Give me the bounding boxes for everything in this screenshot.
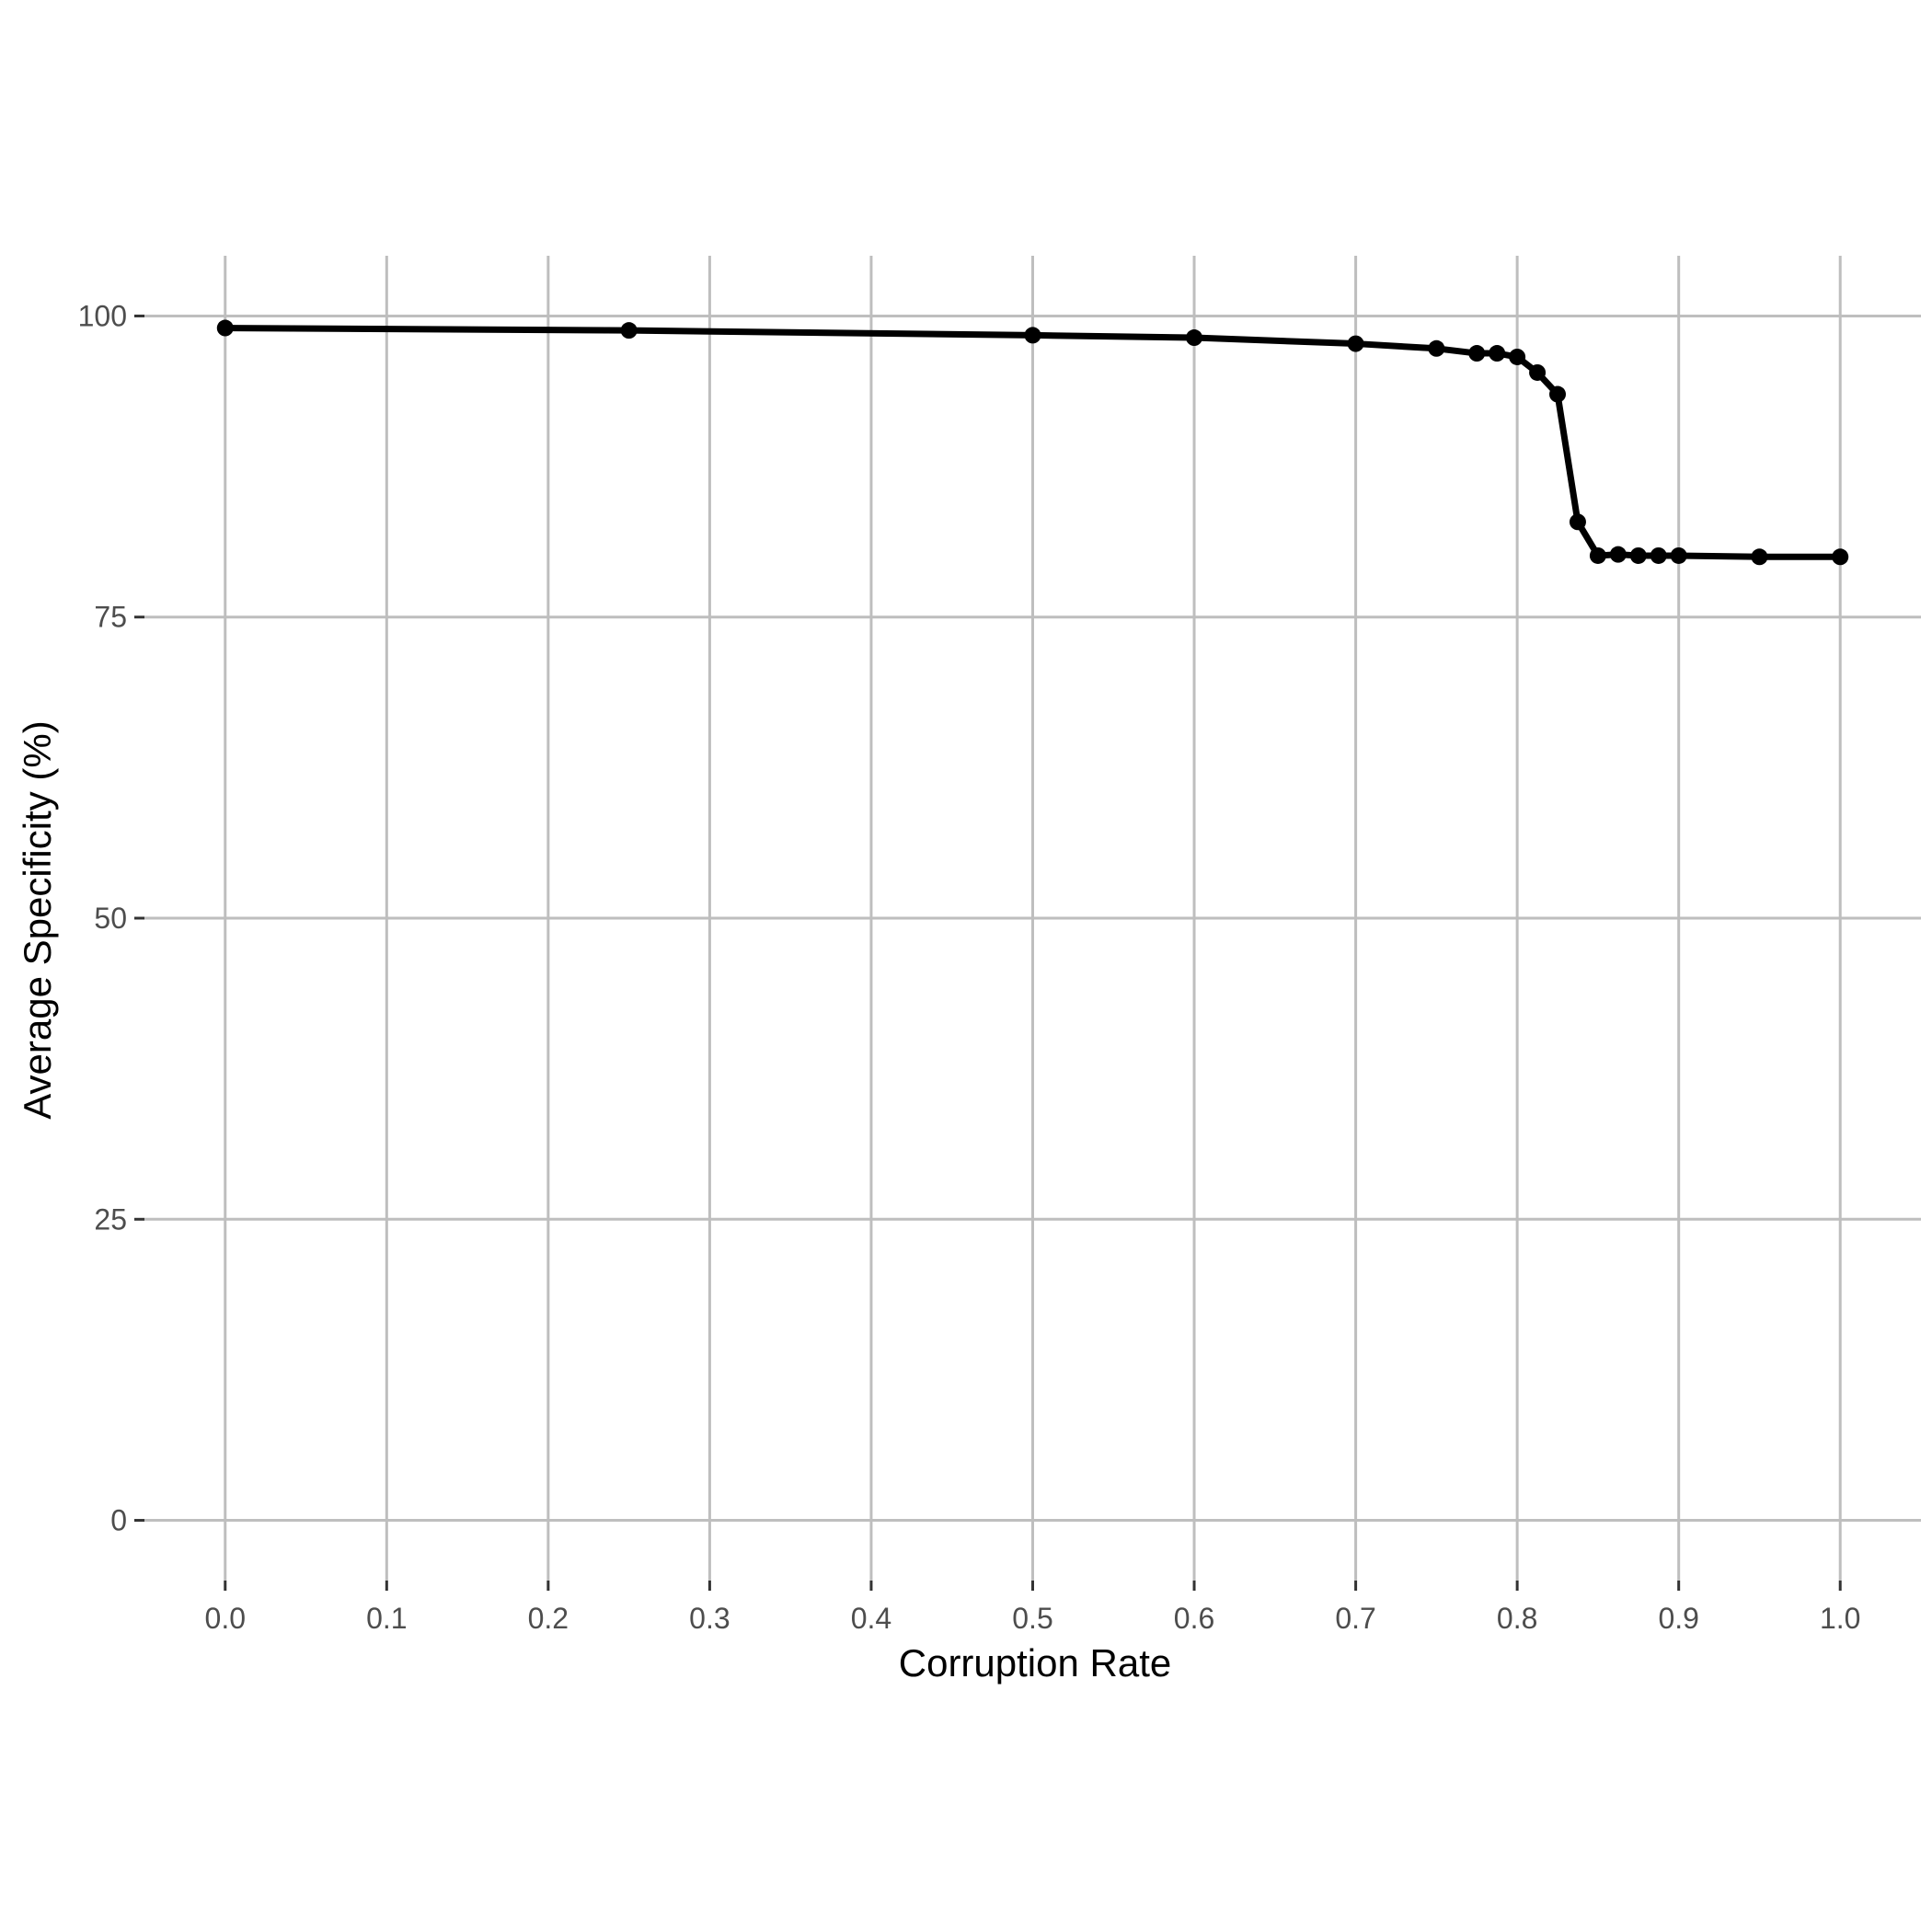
data-point <box>1489 345 1506 362</box>
data-point <box>1670 546 1687 564</box>
x-tick-label: 0.8 <box>1497 1602 1537 1635</box>
data-point <box>1347 335 1364 352</box>
data-point <box>1529 363 1547 381</box>
y-tick-label: 75 <box>94 601 127 634</box>
x-tick-label: 1.0 <box>1820 1602 1860 1635</box>
y-tick-label: 25 <box>94 1202 127 1236</box>
data-point <box>1186 329 1203 347</box>
x-tick-label: 0.7 <box>1335 1602 1375 1635</box>
y-tick-label: 0 <box>110 1504 127 1537</box>
data-point <box>1650 546 1667 564</box>
data-point <box>620 322 638 339</box>
series-layer <box>216 319 1849 566</box>
data-point <box>1629 546 1647 564</box>
y-axis-title: Average Specificity (%) <box>16 720 59 1119</box>
x-tick-label: 0.1 <box>366 1602 407 1635</box>
data-point <box>1569 513 1586 531</box>
data-point <box>1509 348 1526 365</box>
data-point <box>1428 339 1445 357</box>
x-tick-label: 0.5 <box>1012 1602 1052 1635</box>
data-point <box>1589 546 1606 564</box>
data-point <box>1609 546 1627 563</box>
data-point <box>1468 345 1486 362</box>
x-tick-label: 0.4 <box>851 1602 891 1635</box>
x-tick-label: 0.9 <box>1658 1602 1698 1635</box>
x-tick-label: 0.0 <box>205 1602 246 1635</box>
y-tick-label: 100 <box>78 299 127 332</box>
data-point <box>1024 327 1041 344</box>
data-point <box>1549 385 1567 403</box>
data-point <box>1832 548 1849 566</box>
x-tick-label: 0.6 <box>1174 1602 1214 1635</box>
axes: 0.0 0.1 0.2 0.3 0.4 0.5 0.6 0.7 0.8 0.9 1.0 0 25 50 75… <box>78 299 1861 1635</box>
x-tick-label: 0.3 <box>689 1602 730 1635</box>
grid-lines <box>144 256 1921 1581</box>
x-tick-label: 0.2 <box>528 1602 569 1635</box>
y-tick-label: 50 <box>94 902 127 935</box>
x-axis-title: Corruption Rate <box>899 1641 1171 1685</box>
data-point <box>216 319 234 337</box>
data-point <box>1751 548 1768 566</box>
